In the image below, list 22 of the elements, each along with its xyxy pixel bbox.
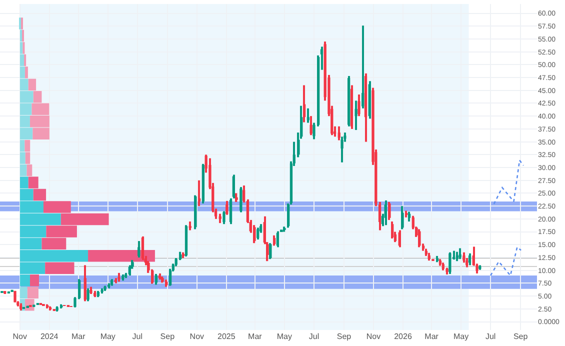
line-series bbox=[493, 160, 524, 205]
x-tick-label: Sep bbox=[336, 332, 352, 341]
x-tick-label: Sep bbox=[513, 332, 528, 341]
x-tick-label: May bbox=[453, 332, 469, 341]
x-tick-label: 2025 bbox=[218, 332, 236, 341]
x-tick-label: Nov bbox=[366, 332, 381, 341]
x-tick-label: Jul bbox=[485, 332, 496, 341]
x-tick-label: 2026 bbox=[394, 332, 412, 341]
x-tick-label: 2024 bbox=[40, 332, 59, 341]
x-tick-label: Jul bbox=[132, 332, 143, 341]
bar bbox=[30, 274, 40, 286]
x-tick-label: Nov bbox=[12, 332, 27, 341]
line-series bbox=[490, 246, 522, 276]
x-tick-label: Jul bbox=[308, 332, 320, 341]
x-tick-label: Mar bbox=[424, 332, 439, 341]
x-tick-label: Sep bbox=[160, 332, 176, 341]
bar bbox=[45, 262, 74, 274]
x-tick-label: May bbox=[100, 332, 116, 341]
x-tick-label: Mar bbox=[248, 332, 262, 341]
x-tick-label: Mar bbox=[71, 332, 86, 341]
x-tick-label: May bbox=[276, 332, 292, 341]
x-tick-label: Nov bbox=[190, 332, 204, 341]
